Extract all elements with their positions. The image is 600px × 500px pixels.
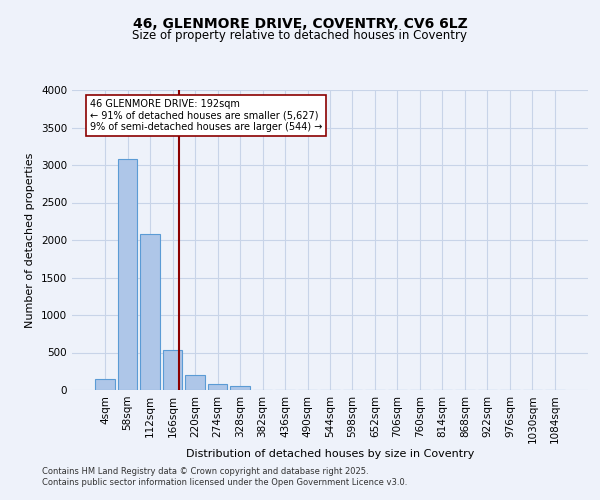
Bar [230, 386, 250, 390]
Text: Size of property relative to detached houses in Coventry: Size of property relative to detached ho… [133, 29, 467, 42]
Bar [208, 384, 227, 390]
X-axis label: Distribution of detached houses by size in Coventry: Distribution of detached houses by size … [186, 449, 474, 459]
Bar [163, 350, 182, 390]
Text: 46, GLENMORE DRIVE, COVENTRY, CV6 6LZ: 46, GLENMORE DRIVE, COVENTRY, CV6 6LZ [133, 18, 467, 32]
Bar [118, 159, 137, 390]
Text: Contains HM Land Registry data © Crown copyright and database right 2025.: Contains HM Land Registry data © Crown c… [42, 467, 368, 476]
Bar [185, 375, 205, 390]
Y-axis label: Number of detached properties: Number of detached properties [25, 152, 35, 328]
Text: Contains public sector information licensed under the Open Government Licence v3: Contains public sector information licen… [42, 478, 407, 487]
Bar [95, 379, 115, 390]
Bar [140, 234, 160, 390]
Text: 46 GLENMORE DRIVE: 192sqm
← 91% of detached houses are smaller (5,627)
9% of sem: 46 GLENMORE DRIVE: 192sqm ← 91% of detac… [90, 99, 322, 132]
